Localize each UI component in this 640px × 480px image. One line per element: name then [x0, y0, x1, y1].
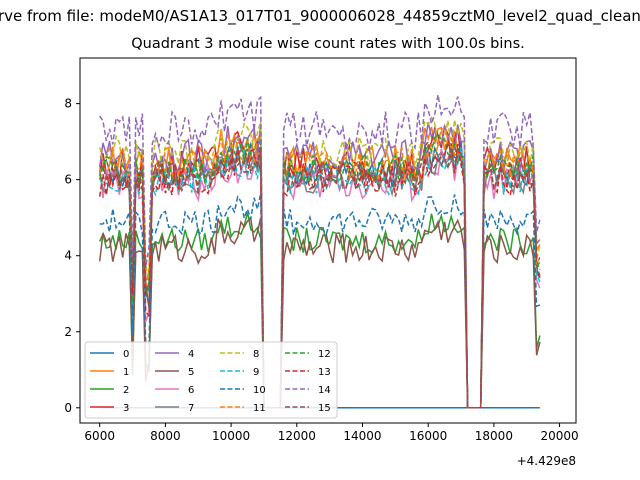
y-tick-label: 6 [64, 173, 72, 187]
chart-title: Quadrant 3 module wise count rates with … [131, 36, 525, 52]
legend-label: 9 [253, 367, 259, 378]
plot-frame [79, 57, 577, 424]
x-tick-label: 12000 [278, 429, 316, 443]
legend-label: 1 [123, 367, 129, 378]
legend-label: 6 [188, 385, 194, 396]
legend-label: 7 [188, 403, 194, 414]
legend-label: 13 [318, 367, 331, 378]
x-tick-label: 18000 [475, 429, 513, 443]
legend-label: 12 [318, 349, 331, 360]
legend-label: 10 [253, 385, 266, 396]
series-lines [98, 94, 541, 409]
y-tick-label: 8 [64, 97, 72, 111]
legend-box [84, 341, 338, 419]
x-tick-label: 20000 [540, 429, 578, 443]
legend-label: 3 [123, 403, 129, 414]
x-axis: 6000 8000 10000 12000 14000 16000 18000 20000 [84, 423, 579, 443]
x-tick-label: 14000 [343, 429, 381, 443]
x-tick-label: 6000 [84, 429, 115, 443]
y-tick-label: 2 [64, 325, 72, 339]
legend-label: 11 [253, 403, 266, 414]
y-axis: 0 2 4 6 8 [64, 97, 80, 415]
x-tick-label: 10000 [212, 429, 250, 443]
legend-label: 15 [318, 403, 331, 414]
suptitle-text: Light curve from file: modeM0/AS1A13_017… [0, 7, 640, 25]
legend-label: 14 [318, 385, 331, 396]
legend-label: 5 [188, 367, 194, 378]
legend-label: 8 [253, 349, 259, 360]
x-tick-label: 8000 [150, 429, 181, 443]
x-offset-label: +4.429e8 [517, 454, 576, 468]
legend-label: 4 [188, 349, 194, 360]
x-tick-label: 16000 [409, 429, 447, 443]
y-tick-label: 0 [64, 401, 72, 415]
legend-label: 0 [123, 349, 129, 360]
series-line-13 [98, 143, 540, 409]
series-line-15 [99, 140, 541, 409]
legend-label: 2 [123, 385, 129, 396]
figure-suptitle: Light curve from file: modeM0/AS1A13_017… [0, 7, 640, 27]
y-tick-label: 4 [64, 249, 72, 263]
